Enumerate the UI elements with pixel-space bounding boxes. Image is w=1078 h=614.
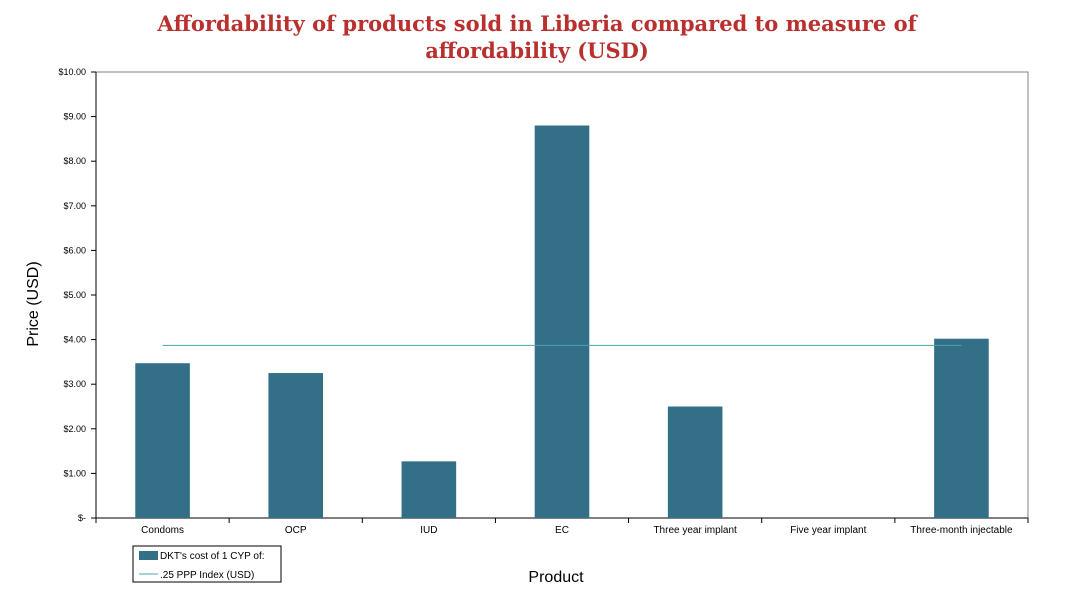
x-axis: Condoms OCP IUD EC Three year implant Five ye… [95,517,1029,536]
x-tick-label: Three-month injectable [910,525,1013,536]
bar [534,125,590,519]
legend-label-bar: DKT's cost of 1 CYP of: [160,551,265,562]
bar [135,363,190,518]
legend-swatch-bar [139,551,158,560]
y-tick-label: $9.00 [63,112,86,122]
y-axis-title: Price (USD) [25,261,42,346]
x-tick-label: Condoms [141,525,184,536]
y-tick-label: $5.00 [63,290,86,300]
bar [268,373,324,518]
x-axis-title: Product [528,569,584,586]
y-tick-label: $3.00 [63,379,86,389]
y-axis: $- $1.00 $2.00 $3.00 $4.00 $5.00 $6.00 $7.00 $8.… [58,67,97,523]
y-tick-label: $4.00 [63,335,86,345]
bar [934,338,989,518]
legend: DKT's cost of 1 CYP of: .25 PPP Index (U… [132,545,282,583]
chart-title: Affordability of products sold in Liberi… [157,11,917,63]
y-tick-label: $1.00 [63,468,86,478]
x-tick-label: Three year implant [653,525,737,536]
x-tick-label: IUD [420,525,437,536]
y-tick-label: $8.00 [63,156,86,166]
x-tick-label: Five year implant [790,525,866,536]
y-tick-label: $7.00 [63,201,86,211]
legend-label-line: .25 PPP Index (USD) [160,570,254,581]
y-tick-label: $- [78,513,86,523]
x-tick-label: OCP [285,525,307,536]
y-tick-label: $2.00 [63,424,86,434]
bar [667,406,723,518]
x-tick-label: EC [555,525,569,536]
bar [401,461,457,518]
y-tick-label: $10.00 [58,67,86,77]
y-tick-label: $6.00 [63,245,86,255]
bar-series [135,125,989,519]
